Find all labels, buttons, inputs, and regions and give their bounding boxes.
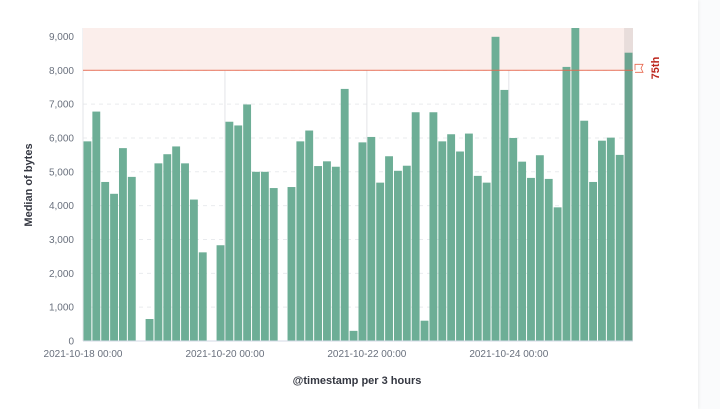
bar xyxy=(589,181,598,341)
bar xyxy=(331,166,340,341)
y-tick-label: 8,000 xyxy=(49,66,74,77)
bar xyxy=(411,112,420,341)
y-tick-label: 3,000 xyxy=(49,235,74,246)
y-tick-label: 0 xyxy=(68,337,74,348)
bar xyxy=(376,182,385,341)
bar xyxy=(385,156,393,341)
y-axis-title: Median of bytes xyxy=(23,143,35,226)
y-tick-label: 6,000 xyxy=(49,133,74,144)
bar xyxy=(225,121,234,342)
bar xyxy=(562,66,571,341)
bar xyxy=(314,166,323,341)
bar xyxy=(305,130,314,341)
bar xyxy=(509,137,518,341)
bar xyxy=(553,207,562,341)
bar xyxy=(243,104,252,341)
bar xyxy=(154,163,163,341)
bar xyxy=(101,181,110,341)
bar xyxy=(252,171,260,341)
flag-icon xyxy=(634,63,644,73)
bar xyxy=(624,52,633,341)
bar xyxy=(269,188,278,341)
bar xyxy=(473,175,482,341)
chart-panel: 0 1,000 2,000 3,000 4,000 5,000 6,000 7,000 8,00… xyxy=(23,28,662,387)
partial-bucket-overlay xyxy=(624,28,633,341)
x-tick-label: 2021-10-24 00:00 xyxy=(469,349,548,360)
bar xyxy=(580,120,589,342)
bar xyxy=(296,141,305,341)
bar xyxy=(323,161,331,341)
bar xyxy=(482,182,491,341)
y-tick-label: 5,000 xyxy=(49,167,74,178)
bar xyxy=(420,320,429,341)
bar xyxy=(544,178,553,341)
y-tick-label: 1,000 xyxy=(49,303,74,314)
bar xyxy=(127,176,136,341)
bar xyxy=(491,36,500,341)
bar xyxy=(110,193,118,341)
x-tick-label: 2021-10-18 00:00 xyxy=(44,349,123,360)
bar xyxy=(172,146,181,341)
threshold-label: 75th xyxy=(650,56,662,79)
x-tick-label: 2021-10-22 00:00 xyxy=(327,349,406,360)
bar xyxy=(367,136,376,341)
bar xyxy=(429,112,438,341)
bars xyxy=(83,28,644,342)
bar xyxy=(615,154,624,341)
bar xyxy=(402,165,411,341)
bar xyxy=(92,111,101,341)
bar xyxy=(234,125,243,341)
bar xyxy=(464,133,473,341)
threshold-area xyxy=(83,28,633,71)
bar xyxy=(518,161,527,341)
bar xyxy=(118,148,127,341)
bar xyxy=(447,134,456,341)
bar xyxy=(163,154,172,341)
bar xyxy=(606,137,615,341)
bar xyxy=(535,155,544,341)
x-axis-title: @timestamp per 3 hours xyxy=(293,375,422,387)
bar xyxy=(260,171,269,341)
bar xyxy=(181,163,189,341)
y-tick-label: 2,000 xyxy=(49,269,74,280)
bar xyxy=(145,319,154,341)
x-axis: 2021-10-18 00:00 2021-10-20 00:00 2021-10-… xyxy=(44,349,549,360)
bar xyxy=(358,142,367,341)
bar xyxy=(527,177,535,341)
threshold-band xyxy=(83,28,633,71)
y-axis: 0 1,000 2,000 3,000 4,000 5,000 6,000 7,000 8,00… xyxy=(49,32,74,348)
bar xyxy=(340,88,349,341)
bar xyxy=(456,151,464,341)
bar xyxy=(393,170,402,341)
bar xyxy=(287,187,296,341)
bar xyxy=(349,330,358,341)
x-tick-label: 2021-10-20 00:00 xyxy=(185,349,264,360)
bar xyxy=(83,141,92,341)
bar xyxy=(189,199,198,341)
bar xyxy=(216,245,225,341)
y-tick-label: 4,000 xyxy=(49,201,74,212)
y-tick-label: 7,000 xyxy=(49,100,74,111)
bar xyxy=(438,141,447,341)
bar xyxy=(198,252,207,341)
y-tick-label: 9,000 xyxy=(49,32,74,43)
bar xyxy=(571,28,580,341)
bar xyxy=(598,140,606,341)
bar xyxy=(500,89,509,341)
